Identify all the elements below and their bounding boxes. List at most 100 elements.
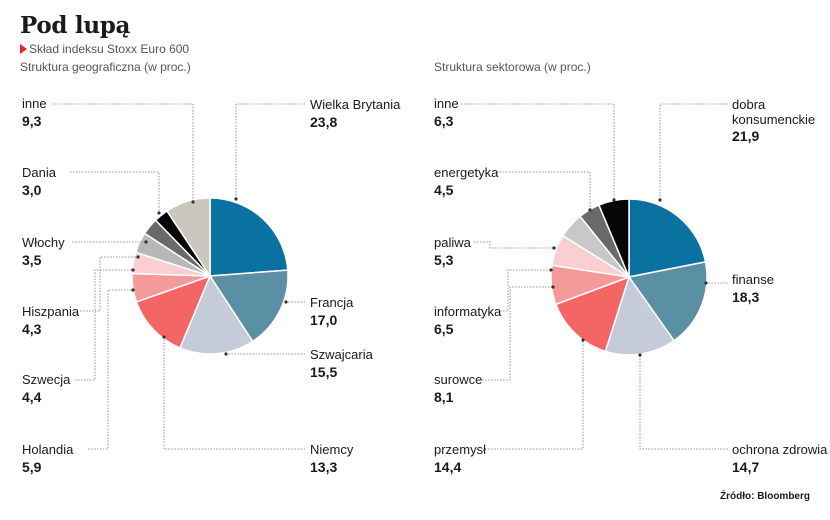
slice-label-name: Szwajcaria: [310, 347, 373, 362]
slice-label-name: Wielka Brytania: [310, 97, 401, 112]
pie-slice-sector-3: [554, 275, 631, 353]
slice-label: Wielka Brytania 23,8: [310, 98, 400, 129]
slice-label-value: 5,3: [434, 252, 454, 268]
slice-label-value: 21,9: [732, 128, 760, 144]
slice-label-name: informatyka: [434, 304, 502, 319]
leader-dot: [638, 353, 642, 357]
leader-line: [75, 269, 133, 381]
leader-line: [163, 337, 305, 450]
slice-label: paliwa 5,3: [434, 236, 471, 267]
leader-line: [88, 289, 133, 450]
leader-line: [235, 103, 305, 199]
slice-label-value: 3,0: [22, 182, 42, 198]
slice-label-value: 4,4: [22, 389, 42, 405]
slice-label-value: 5,9: [22, 459, 42, 475]
source-note: Źródło: Bloomberg: [720, 491, 810, 502]
leader-dot: [588, 208, 592, 212]
slice-label-value: 23,8: [310, 114, 338, 130]
subtitle: Skład indeksu Stoxx Euro 600: [20, 42, 189, 56]
leader-line: [52, 103, 194, 202]
slice-label-value: 6,3: [434, 113, 454, 129]
red-triangle-icon: [20, 44, 27, 54]
slice-label: Dania 3,0: [22, 166, 56, 197]
slice-label: dobra konsumenckie 21,9: [732, 97, 822, 143]
leader-dot: [131, 268, 135, 272]
leader-line: [461, 103, 615, 200]
slice-label-name: finanse: [732, 272, 774, 287]
slice-label-name: inne: [434, 96, 459, 111]
slice-label-value: 9,3: [22, 113, 42, 129]
slice-label: energetyka 4,5: [434, 166, 498, 197]
pie-slice-geo-9: [165, 197, 211, 279]
slice-label: Hiszpania 4,3: [22, 305, 79, 336]
chart-title-geo: Struktura geograficzna (w proc.): [20, 60, 191, 74]
slice-label-name: Hiszpania: [22, 304, 80, 319]
slice-label-name: ochrona zdrowia: [732, 442, 828, 457]
slice-label: Włochy 3,5: [22, 236, 65, 267]
slice-label: finanse 18,3: [732, 273, 774, 304]
pie-slice-sector-1: [627, 261, 708, 342]
slice-label-name: Włochy: [22, 235, 65, 250]
slice-label-name: paliwa: [434, 235, 471, 250]
leader-dot: [704, 281, 708, 285]
leader-dot: [581, 338, 585, 342]
leader-dot: [552, 246, 556, 250]
slice-label-value: 6,5: [434, 321, 454, 337]
slice-label-value: 14,4: [434, 459, 462, 475]
slice-label: przemysł 14,4: [434, 443, 486, 474]
slice-label-value: 4,5: [434, 182, 454, 198]
slice-label-name: Holandia: [22, 442, 74, 457]
slice-label-name: energetyka: [434, 165, 499, 180]
slice-label: informatyka 6,5: [434, 305, 501, 336]
slice-label: inne 6,3: [434, 97, 459, 128]
leader-line: [497, 171, 591, 210]
leader-dot: [234, 197, 238, 201]
slice-label-value: 3,5: [22, 252, 42, 268]
page-title: Pod lupą: [20, 12, 131, 39]
slice-label-name: Szwecja: [22, 372, 71, 387]
leader-line: [659, 103, 728, 200]
slice-label: Szwecja 4,4: [22, 373, 70, 404]
slice-label-name: surowce: [434, 372, 483, 387]
leader-dot: [658, 198, 662, 202]
leader-dot: [131, 288, 135, 292]
leader-line: [482, 286, 553, 381]
leader-line: [500, 269, 551, 312]
slice-label: ochrona zdrowia 14,7: [732, 443, 827, 474]
leader-line: [639, 355, 728, 450]
leader-line: [80, 256, 138, 312]
leader-line: [70, 171, 160, 213]
subtitle-text: Skład indeksu Stoxx Euro 600: [29, 42, 190, 56]
slice-label-value: 8,1: [434, 389, 454, 405]
leader-dot: [284, 300, 288, 304]
slice-label-value: 15,5: [310, 364, 338, 380]
leader-dot: [136, 255, 140, 259]
pie-slice-geo-0: [209, 197, 289, 277]
slice-label-value: 18,3: [732, 289, 760, 305]
leader-dot: [162, 335, 166, 339]
chart-title-sector: Struktura sektorowa (w proc.): [434, 60, 591, 74]
slice-label-value: 4,3: [22, 321, 42, 337]
slice-label: Holandia 5,9: [22, 443, 73, 474]
slice-label: Francja 17,0: [310, 296, 353, 327]
leader-dot: [157, 211, 161, 215]
leader-dot: [144, 240, 148, 244]
slice-label: Niemcy 13,3: [310, 443, 353, 474]
slice-label-name: Francja: [310, 295, 354, 310]
slice-label-name: przemysł: [434, 442, 487, 457]
slice-label: surowce 8,1: [434, 373, 482, 404]
pie-slice-geo-2: [178, 274, 254, 355]
slice-label: Szwajcaria 15,5: [310, 348, 373, 379]
slice-label-name: dobra konsumenckie: [732, 97, 816, 127]
slice-label-value: 13,3: [310, 459, 338, 475]
leader-dot: [551, 285, 555, 289]
slice-label-value: 17,0: [310, 312, 338, 328]
slice-label: inne 9,3: [22, 97, 47, 128]
pie-slice-geo-1: [208, 269, 289, 343]
leader-line: [474, 241, 554, 249]
leader-dot: [612, 198, 616, 202]
leader-dot: [549, 268, 553, 272]
slice-label-value: 14,7: [732, 459, 760, 475]
leader-dot: [224, 352, 228, 356]
